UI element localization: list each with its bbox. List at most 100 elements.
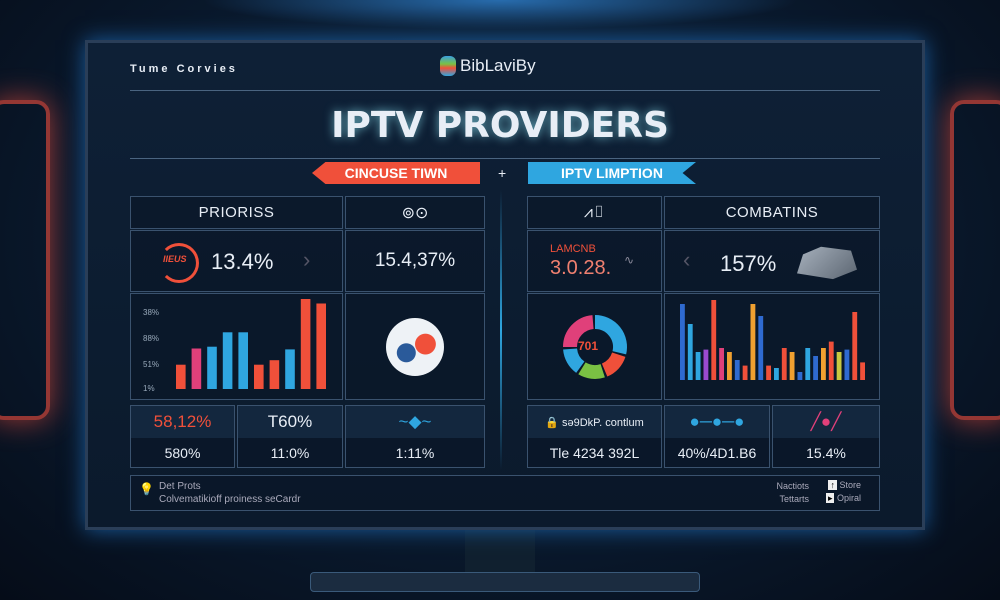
kpi-value: 3.0.28. [550,257,612,279]
header-prioriss[interactable]: PRIORISS [130,196,343,229]
stat-card: T60% 11:0% [237,405,343,468]
bar [734,360,740,380]
logo-icon [440,56,456,76]
divider [130,158,880,159]
bar [703,349,709,380]
satellite-icon[interactable]: ⊚⊙ [345,196,485,229]
donut-segment [562,314,594,348]
boxes-icon [797,246,857,280]
kpi-card-4: ‹ 157% [664,230,880,292]
bar [774,368,779,380]
bar [805,348,811,380]
stat-value: 11:0% [270,445,310,461]
y-tick: 88% [143,334,160,343]
kpi-value: 13.4% [211,249,274,274]
donut-center-value: 701 [578,339,599,353]
kpi-value: 157% [720,251,777,276]
stat-card: 58,12% 580% [130,405,235,468]
bar [254,364,264,389]
lightbulb-icon: 💡 [139,482,154,496]
stat-card: 🔒 sə9DkP. contlum Tle 4234 392L [527,405,662,468]
bars [176,299,326,389]
footer: 💡 Det Prots Colvematikioff proiness seCa… [130,475,880,511]
kpi-card-3: LAMCNB 3.0.28. ∿ [527,230,662,292]
bar [238,332,248,389]
bar [687,324,693,380]
bar [742,365,748,380]
bar [797,372,803,380]
stat-top: 🔒 sə9DkP. contlum [528,406,661,438]
donut-chart [562,314,627,379]
bar [191,348,202,389]
signal-chart-icon[interactable]: ⩘▯ [527,196,662,229]
kpi-card-2: 15.4,37% [345,230,485,292]
y-tick: 38% [143,308,160,317]
donut-segment [593,314,627,354]
gauge-label: IIEUS [163,254,187,264]
trend-up-icon: ╱●╱ [773,406,879,438]
y-tick: 51% [143,360,160,369]
bar [316,303,326,389]
ceiling-light [200,0,800,30]
bar [680,304,685,380]
stat-card: ╱●╱ 15.4% [772,405,880,468]
bar [695,352,701,380]
header-combatins[interactable]: COMBATINS [664,196,880,229]
bar [285,349,295,389]
donut-segment [562,347,585,373]
bar [750,304,756,380]
stat-top: T60% [238,406,342,438]
wave-icon: ~◆~ [346,406,484,438]
bar [269,360,280,389]
stat-card: ~◆~ 1:11% [345,405,485,468]
opiral-button[interactable]: ▸ Opiral [825,493,861,503]
bar [781,348,787,380]
stat-value: 40%/4D1.B6 [677,445,757,461]
monitor-stand [465,530,535,575]
right-neon-frame [950,100,1000,420]
bar [813,356,818,380]
chevron-right-icon[interactable]: › [303,247,311,272]
left-neon-frame [0,100,50,420]
footer-text: Colvematikioff proiness seCardr [159,494,301,505]
stat-value: Tle 4234 392L [549,445,640,461]
stat-top: 58,12% [131,406,234,438]
stat-value: 15.4% [806,445,846,461]
store-button[interactable]: ↑ Store [828,480,861,490]
bar [821,348,826,380]
line-trend-icon: ●─●─● [665,406,769,438]
bar [852,312,858,380]
bars [680,300,865,380]
bar [789,352,795,380]
bar-chart-right [664,293,880,400]
top-nav-text[interactable]: Tume Corvies [130,63,238,75]
divider [130,90,880,91]
y-tick: 1% [143,384,155,393]
bar [711,300,717,380]
donut-card: 701 [527,293,662,400]
kpi-label: LAMCNB [550,243,596,255]
bar [836,352,842,380]
ribbon-right: IPTV LIMPTION [528,162,696,184]
chevron-left-icon[interactable]: ‹ [683,247,691,272]
bar [719,348,724,380]
bar [727,352,732,380]
donut-segment [577,361,605,379]
footer-label: Tettarts [779,494,809,504]
bar [766,365,771,380]
bar [176,364,186,389]
bar [300,299,311,389]
footer-title: Det Prots [159,481,201,492]
bar [207,346,217,389]
ribbon-left: CINCUSE TIWN [312,162,480,184]
stat-value: 1:11% [395,445,435,461]
footer-label: Nactiots [776,481,809,491]
bar [844,349,850,380]
stat-card: ●─●─● 40%/4D1.B6 [664,405,770,468]
gauge-icon [159,243,199,283]
bar [758,316,764,380]
logo-text: BibLaviBy [460,56,536,75]
page-title: IPTV PROVIDERS [331,104,669,146]
bar [828,341,834,380]
globe-card [345,293,485,400]
